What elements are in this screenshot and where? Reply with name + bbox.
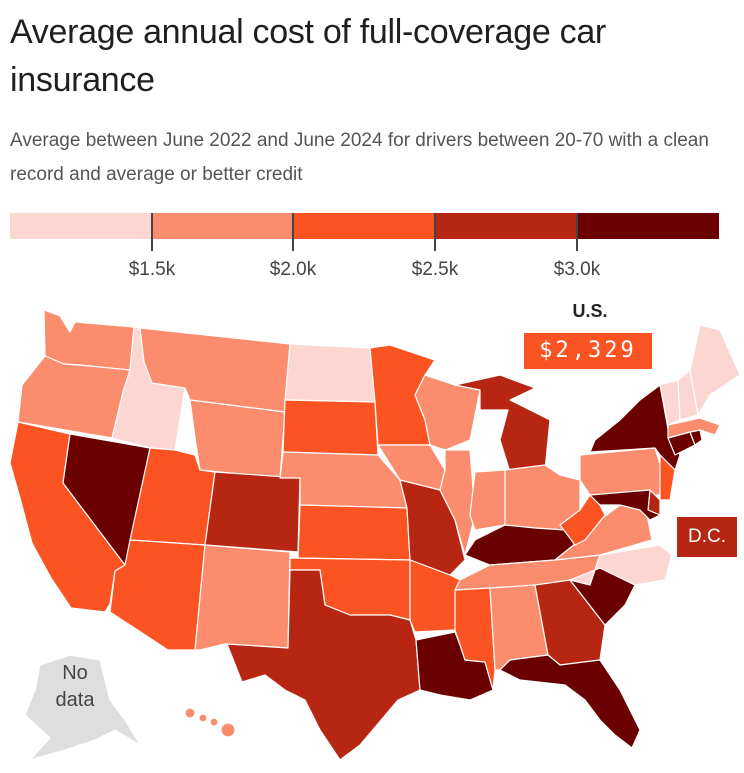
state-WV bbox=[559, 494, 606, 546]
hawaii-island bbox=[198, 713, 208, 723]
no-data-line-1: No bbox=[62, 662, 88, 684]
hawaii-island bbox=[209, 717, 219, 727]
legend-tick bbox=[576, 213, 578, 251]
us-average-label: U.S. bbox=[572, 301, 608, 321]
state-CO bbox=[204, 471, 301, 553]
state-TX bbox=[226, 569, 421, 761]
legend-swatch-3 bbox=[435, 213, 578, 239]
state-SD bbox=[282, 399, 379, 456]
state-IN bbox=[469, 469, 506, 531]
legend-tick bbox=[292, 213, 294, 251]
no-data-label: No data bbox=[45, 660, 105, 714]
hawaii-island bbox=[184, 707, 196, 719]
legend-tick-label: $3.0k bbox=[553, 259, 601, 280]
legend-color-bar bbox=[10, 213, 719, 239]
state-AK bbox=[24, 654, 141, 761]
state-WY bbox=[189, 399, 286, 479]
legend-tick bbox=[434, 213, 436, 251]
state-KS bbox=[297, 504, 411, 561]
hawaii-island bbox=[220, 722, 236, 738]
state-ME bbox=[689, 324, 741, 416]
state-MA bbox=[667, 417, 721, 439]
us-average-value: $2,329 bbox=[524, 333, 652, 369]
legend-tick-label: $2.5k bbox=[411, 259, 459, 280]
legend-swatch-2 bbox=[293, 213, 436, 239]
state-NJ bbox=[659, 454, 676, 501]
dc-callout: D.C. bbox=[677, 517, 737, 557]
state-HI bbox=[184, 707, 236, 738]
legend-tick-label: $1.5k bbox=[128, 259, 176, 280]
state-MD bbox=[589, 489, 661, 521]
legend-tick bbox=[151, 213, 153, 251]
state-ND bbox=[284, 343, 376, 403]
legend-swatch-1 bbox=[151, 213, 294, 239]
us-choropleth-map bbox=[9, 309, 741, 761]
state-PA bbox=[579, 447, 666, 496]
legend-tick-label: $2.0k bbox=[269, 259, 317, 280]
no-data-line-2: data bbox=[55, 689, 95, 711]
chart-subtitle: Average between June 2022 and June 2024 … bbox=[10, 130, 709, 185]
chart-title: Average annual cost of full-coverage car… bbox=[10, 13, 606, 99]
legend-swatch-4 bbox=[577, 213, 719, 239]
state-IL bbox=[439, 449, 476, 556]
legend-swatch-0 bbox=[10, 213, 152, 239]
state-NM bbox=[194, 544, 291, 651]
state-NY bbox=[589, 384, 681, 471]
state-FL bbox=[499, 654, 641, 749]
state-NC bbox=[569, 544, 673, 586]
